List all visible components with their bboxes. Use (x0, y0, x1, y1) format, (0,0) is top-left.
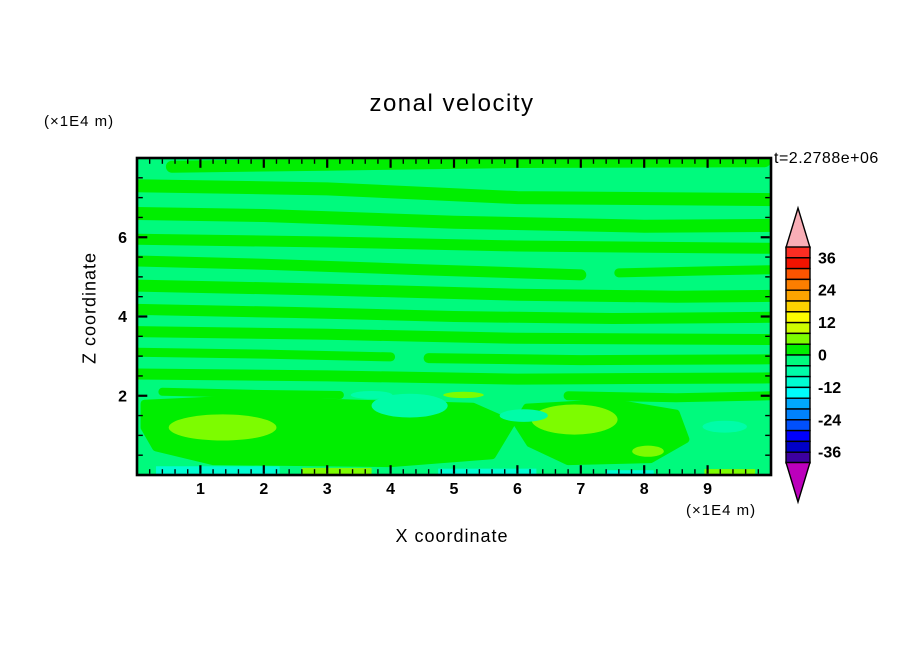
colorbar-box (785, 321, 811, 335)
contour-band (137, 326, 771, 345)
colorbar-box (785, 397, 811, 410)
colorbar-box (785, 429, 811, 443)
contour-strip (301, 467, 372, 475)
x-tick-label: 7 (576, 481, 585, 498)
contour-strip (156, 466, 280, 475)
contour-band (137, 233, 771, 254)
colorbar-label: -12 (818, 380, 841, 397)
x-axis-title: X coordinate (395, 526, 509, 546)
contour-band (158, 387, 344, 399)
contour-strip (606, 470, 654, 475)
contour-blob (499, 409, 548, 422)
z-tick-label: 2 (118, 388, 127, 405)
x-tick-label: 6 (513, 481, 522, 498)
colorbar-under-arrow (785, 461, 811, 505)
contour-strip (704, 469, 756, 475)
z-axis-unit-label: (×1E4 m) (44, 113, 115, 130)
contour-band (137, 179, 771, 207)
contour-blob (168, 414, 277, 441)
colorbar-label: 12 (818, 315, 836, 332)
chart-title: zonal velocity (369, 90, 535, 117)
contour-blob (531, 404, 618, 435)
plot-area-group (137, 158, 771, 475)
x-tick-label: 9 (703, 481, 712, 498)
colorbar-box (785, 408, 811, 421)
contour-band (137, 347, 396, 362)
x-tick-label: 3 (323, 481, 332, 498)
colorbar-box (785, 375, 811, 389)
colorbar-box (785, 440, 811, 453)
colorbar-box (785, 354, 811, 367)
colorbar-box (785, 267, 811, 281)
colorbar-box (785, 257, 811, 270)
contour-band (137, 368, 771, 385)
colorbar-label: 36 (818, 250, 836, 267)
time-annotation: t=2.2788e+06 (774, 150, 879, 167)
plot-border (135, 156, 773, 477)
contour-band (137, 303, 771, 324)
colorbar-label: -36 (818, 445, 841, 462)
contour-blob (632, 445, 664, 457)
colorbar-label: 0 (818, 348, 827, 365)
colorbar-box (785, 311, 811, 324)
colorbar-box (785, 246, 811, 259)
contour-band (614, 265, 771, 278)
x-axis-unit-label: (×1E4 m) (686, 502, 757, 519)
colorbar-box (785, 289, 811, 302)
contour-blob (702, 420, 747, 433)
x-tick-label: 2 (259, 481, 268, 498)
colorbar-label: 24 (818, 283, 836, 300)
colorbar-box (785, 365, 811, 378)
contour-strip (438, 468, 537, 475)
colorbar-box (785, 419, 811, 432)
colorbar-box (785, 343, 811, 356)
z-tick-label: 6 (118, 230, 127, 247)
colorbar-box (785, 278, 811, 291)
x-tick-label: 4 (386, 481, 395, 498)
colorbar-label: -24 (818, 412, 841, 429)
colorbar-box (785, 332, 811, 345)
colorbar-box (785, 386, 811, 399)
contour-blob (350, 390, 393, 399)
x-tick-label: 1 (196, 481, 205, 498)
contour-blob (443, 391, 484, 399)
contour-band (423, 353, 771, 366)
colorbar-box (785, 451, 811, 464)
colorbar-box (785, 300, 811, 313)
contour-band (165, 158, 771, 173)
contour-band (563, 391, 771, 403)
contour-band (137, 279, 771, 303)
z-tick-label: 4 (118, 309, 127, 326)
contour-band (137, 207, 771, 233)
x-tick-label: 8 (640, 481, 649, 498)
contour-band (137, 255, 587, 281)
contour-blob (371, 393, 448, 418)
colorbar-over-arrow (785, 205, 811, 249)
x-tick-label: 5 (450, 481, 459, 498)
